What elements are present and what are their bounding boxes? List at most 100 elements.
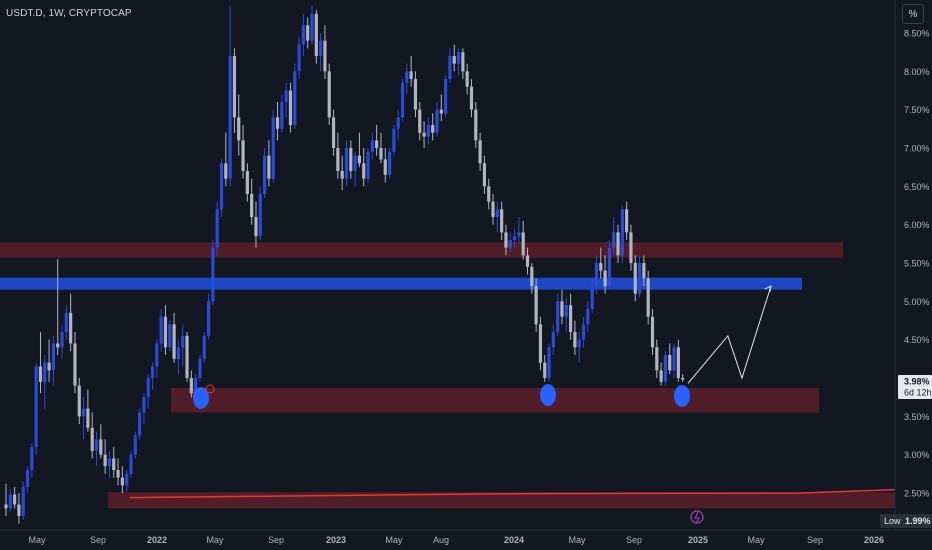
candle-body [319,40,323,56]
candle [431,113,435,141]
candle-body [142,397,146,413]
price-axis[interactable]: 8.50% 8.00% 7.50% 7.00% 6.50% 6.00% 5.50% 5.00%… [894,0,932,530]
candle-body [469,86,474,110]
candle [668,343,672,375]
candle [465,63,469,95]
time-tick-label: Sep [90,535,106,545]
candle [349,140,353,179]
candle-body [344,148,349,179]
candle-body [383,159,387,175]
candle-body [564,305,568,317]
candle [275,102,280,141]
candle [452,44,456,72]
candle [439,94,443,122]
candle [530,263,534,294]
bottom-marker [540,384,556,406]
candle [228,6,232,187]
candle [405,63,409,95]
candle-body [672,347,676,371]
candle-body [612,232,616,248]
candle-body [250,194,254,217]
candle [185,332,189,382]
candle [375,125,379,156]
candle-body [232,56,237,118]
candle-body [228,56,232,179]
candle-body [215,209,219,248]
candle-body [224,163,228,179]
candle [34,362,38,455]
candle [344,140,349,187]
candle [327,63,331,125]
candle-body [86,408,90,428]
candle [4,483,8,516]
candle [543,355,547,382]
candle [366,148,370,183]
candle-series [4,6,685,524]
chart-overlays [129,285,932,524]
candle-body [387,151,392,175]
candle [288,82,293,133]
candle-body [94,439,99,451]
candle-body [198,358,202,378]
low-label: Low [884,516,901,526]
candle-body [569,305,573,332]
candle [495,201,499,233]
candle [56,259,60,355]
candle [13,486,17,509]
symbol-title[interactable]: USDT.D, 1W, CRYPTOCAP [6,8,132,19]
candle [340,155,344,191]
time-tick-label: 2026 [864,535,884,545]
time-axis[interactable]: May Sep 2022 May Sep 2023 May Aug 2024 May Sep 2025… [0,529,932,550]
candle-body [323,40,327,72]
candle-body [607,247,611,286]
candle [142,393,146,424]
price-tick-label: 5.50% [904,259,930,269]
candle-body [263,155,267,194]
candle [319,33,323,72]
candle-body [163,316,168,348]
candle-body [590,286,594,309]
candle [25,466,30,493]
time-tick-label: Sep [807,535,823,545]
candle [86,389,90,432]
candle-body [400,82,405,118]
candle-body [116,470,120,478]
time-tick-label: 2025 [688,535,708,545]
candle-body [426,125,430,137]
candle [594,255,599,294]
candle-body [663,355,668,382]
candle [620,205,624,263]
candle [387,148,392,179]
candle-body [90,427,94,451]
candle-body [176,347,180,359]
candle [603,255,607,294]
candle [637,255,642,298]
candle [655,339,659,378]
candle [383,148,387,183]
candle-body [521,232,525,256]
candle-body [202,335,206,359]
candle-body [362,163,366,179]
candle-body [556,301,560,332]
candle-body [275,117,280,129]
candle [60,324,64,359]
candle [314,10,318,64]
time-tick-label: May [385,535,403,545]
candle [448,48,452,83]
candle [310,6,314,45]
candle [663,351,668,386]
candle-body [4,504,8,509]
candle [396,109,400,141]
candle [482,155,487,194]
candle-body [331,117,336,148]
candle [357,132,362,168]
candle [297,36,301,79]
candle-body [629,232,633,263]
candle-body [370,140,374,152]
candle [370,132,374,160]
candle [181,324,185,367]
candle-body [538,324,543,363]
candle-body [487,186,491,202]
percent-scale-button[interactable]: % [902,4,924,24]
